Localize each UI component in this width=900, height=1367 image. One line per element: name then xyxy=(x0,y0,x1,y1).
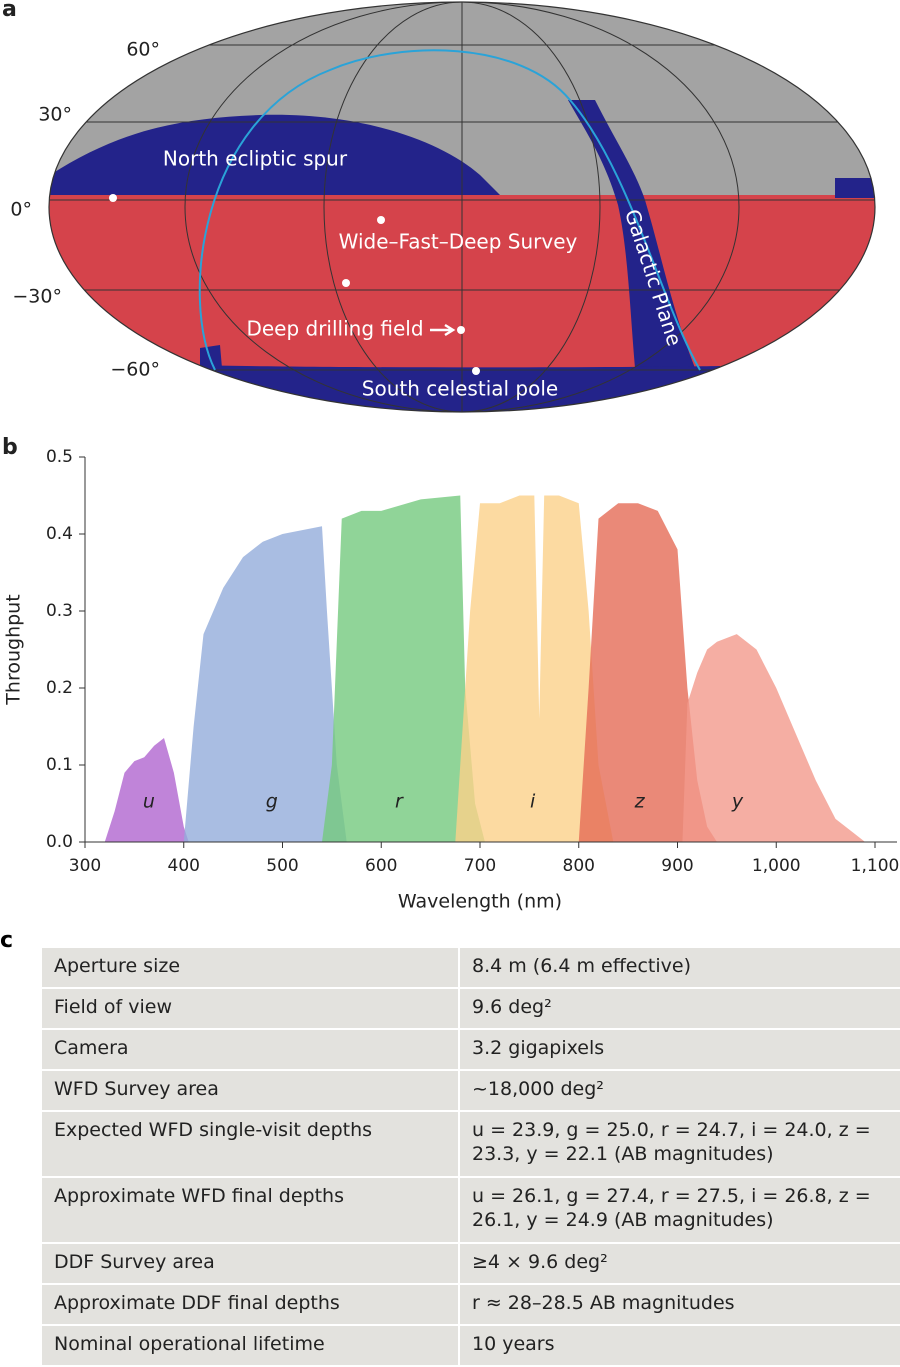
table-row: Camera 3.2 gigapixels xyxy=(42,1029,900,1071)
filter-label: u xyxy=(143,791,155,813)
filter-area xyxy=(682,634,866,842)
table-cell: 9.6 deg² xyxy=(459,988,900,1030)
table-row: Nominal operational lifetime 10 years xyxy=(42,1325,900,1367)
x-tick-label: 300 xyxy=(69,856,101,876)
table-cell: ≥4 × 9.6 deg² xyxy=(459,1243,900,1285)
specs-table: Aperture size 8.4 m (6.4 m effective) Fiel… xyxy=(42,948,900,1367)
x-tick-label: 900 xyxy=(661,856,693,876)
figure: a 60° 30° 0° −30° −60° North ecliptic spur W… xyxy=(2,0,900,913)
filter-area xyxy=(455,495,614,842)
table-cell: ~18,000 deg² xyxy=(459,1070,900,1112)
filter-label: i xyxy=(530,791,536,813)
table-cell: u = 23.9, g = 25.0, r = 24.7, i = 24.0, … xyxy=(459,1111,900,1178)
table-row: Approximate DDF final depths r ≈ 28–28.5 … xyxy=(42,1284,900,1326)
y-tick-label: 0.0 xyxy=(46,832,73,852)
latitude-label: −30° xyxy=(12,286,62,308)
table-cell: Approximate WFD final depths xyxy=(42,1177,460,1244)
table-cell: Field of view xyxy=(42,988,460,1030)
region-label: Deep drilling field xyxy=(246,317,423,341)
filter-label: y xyxy=(731,791,744,813)
table-cell: 10 years xyxy=(459,1325,900,1367)
table-cell: 8.4 m (6.4 m effective) xyxy=(459,948,900,989)
table-cell: Aperture size xyxy=(42,948,460,989)
x-tick-label: 400 xyxy=(168,856,200,876)
latitude-label: −60° xyxy=(110,359,160,381)
filter-label: g xyxy=(266,791,278,813)
table-row: Aperture size 8.4 m (6.4 m effective) xyxy=(42,948,900,989)
y-tick-label: 0.5 xyxy=(46,447,73,467)
filter-area xyxy=(104,738,189,842)
table-cell: Camera xyxy=(42,1029,460,1071)
region-label: South celestial pole xyxy=(362,377,558,401)
latitude-label: 30° xyxy=(38,104,72,126)
table-cell: r ≈ 28–28.5 AB magnitudes xyxy=(459,1284,900,1326)
table-cell: Nominal operational lifetime xyxy=(42,1325,460,1367)
throughput-chart: u g r i z y 0.0 0.1 0.2 0.3 0.4 0.5 300 400 500 600 700 8… xyxy=(3,447,900,913)
x-tick-label: 800 xyxy=(563,856,595,876)
table-cell: Approximate DDF final depths xyxy=(42,1284,460,1326)
table-row: Expected WFD single-visit depths u = 23.9… xyxy=(42,1111,900,1178)
filter-label: r xyxy=(395,791,404,813)
x-tick-label: 1,000 xyxy=(752,856,801,876)
y-tick-label: 0.1 xyxy=(46,755,73,775)
y-tick-label: 0.2 xyxy=(46,678,73,698)
filter-area xyxy=(578,503,717,842)
latitude-label: 0° xyxy=(10,199,32,221)
x-tick-label: 1,100 xyxy=(851,856,900,876)
x-tick-label: 600 xyxy=(365,856,397,876)
y-axis-label: Throughput xyxy=(3,594,25,705)
table-cell: Expected WFD single-visit depths xyxy=(42,1111,460,1178)
table-cell: 3.2 gigapixels xyxy=(459,1029,900,1071)
latitude-labels: 60° 30° 0° −30° −60° xyxy=(10,39,160,381)
filter-label: z xyxy=(634,791,646,813)
region-label: Wide–Fast–Deep Survey xyxy=(339,230,578,254)
table-cell: WFD Survey area xyxy=(42,1070,460,1112)
x-axis-label: Wavelength (nm) xyxy=(398,891,562,913)
y-tick-label: 0.3 xyxy=(46,601,73,621)
filter-area xyxy=(183,526,347,842)
y-tick-label: 0.4 xyxy=(46,524,73,544)
x-tick-label: 700 xyxy=(464,856,496,876)
panel-label: b xyxy=(2,435,18,460)
panel-label: a xyxy=(2,0,17,22)
table-cell: u = 26.1, g = 27.4, r = 27.5, i = 26.8, … xyxy=(459,1177,900,1244)
table-row: Field of view 9.6 deg² xyxy=(42,988,900,1030)
table-row: DDF Survey area ≥4 × 9.6 deg² xyxy=(42,1243,900,1285)
x-tick-label: 500 xyxy=(266,856,298,876)
table-cell: DDF Survey area xyxy=(42,1243,460,1285)
table-row: Approximate WFD final depths u = 26.1, g … xyxy=(42,1177,900,1244)
table-row: WFD Survey area ~18,000 deg² xyxy=(42,1070,900,1112)
region-label: North ecliptic spur xyxy=(163,147,348,171)
filter-area xyxy=(322,495,485,842)
panel-label: c xyxy=(0,928,14,953)
latitude-label: 60° xyxy=(126,39,160,61)
